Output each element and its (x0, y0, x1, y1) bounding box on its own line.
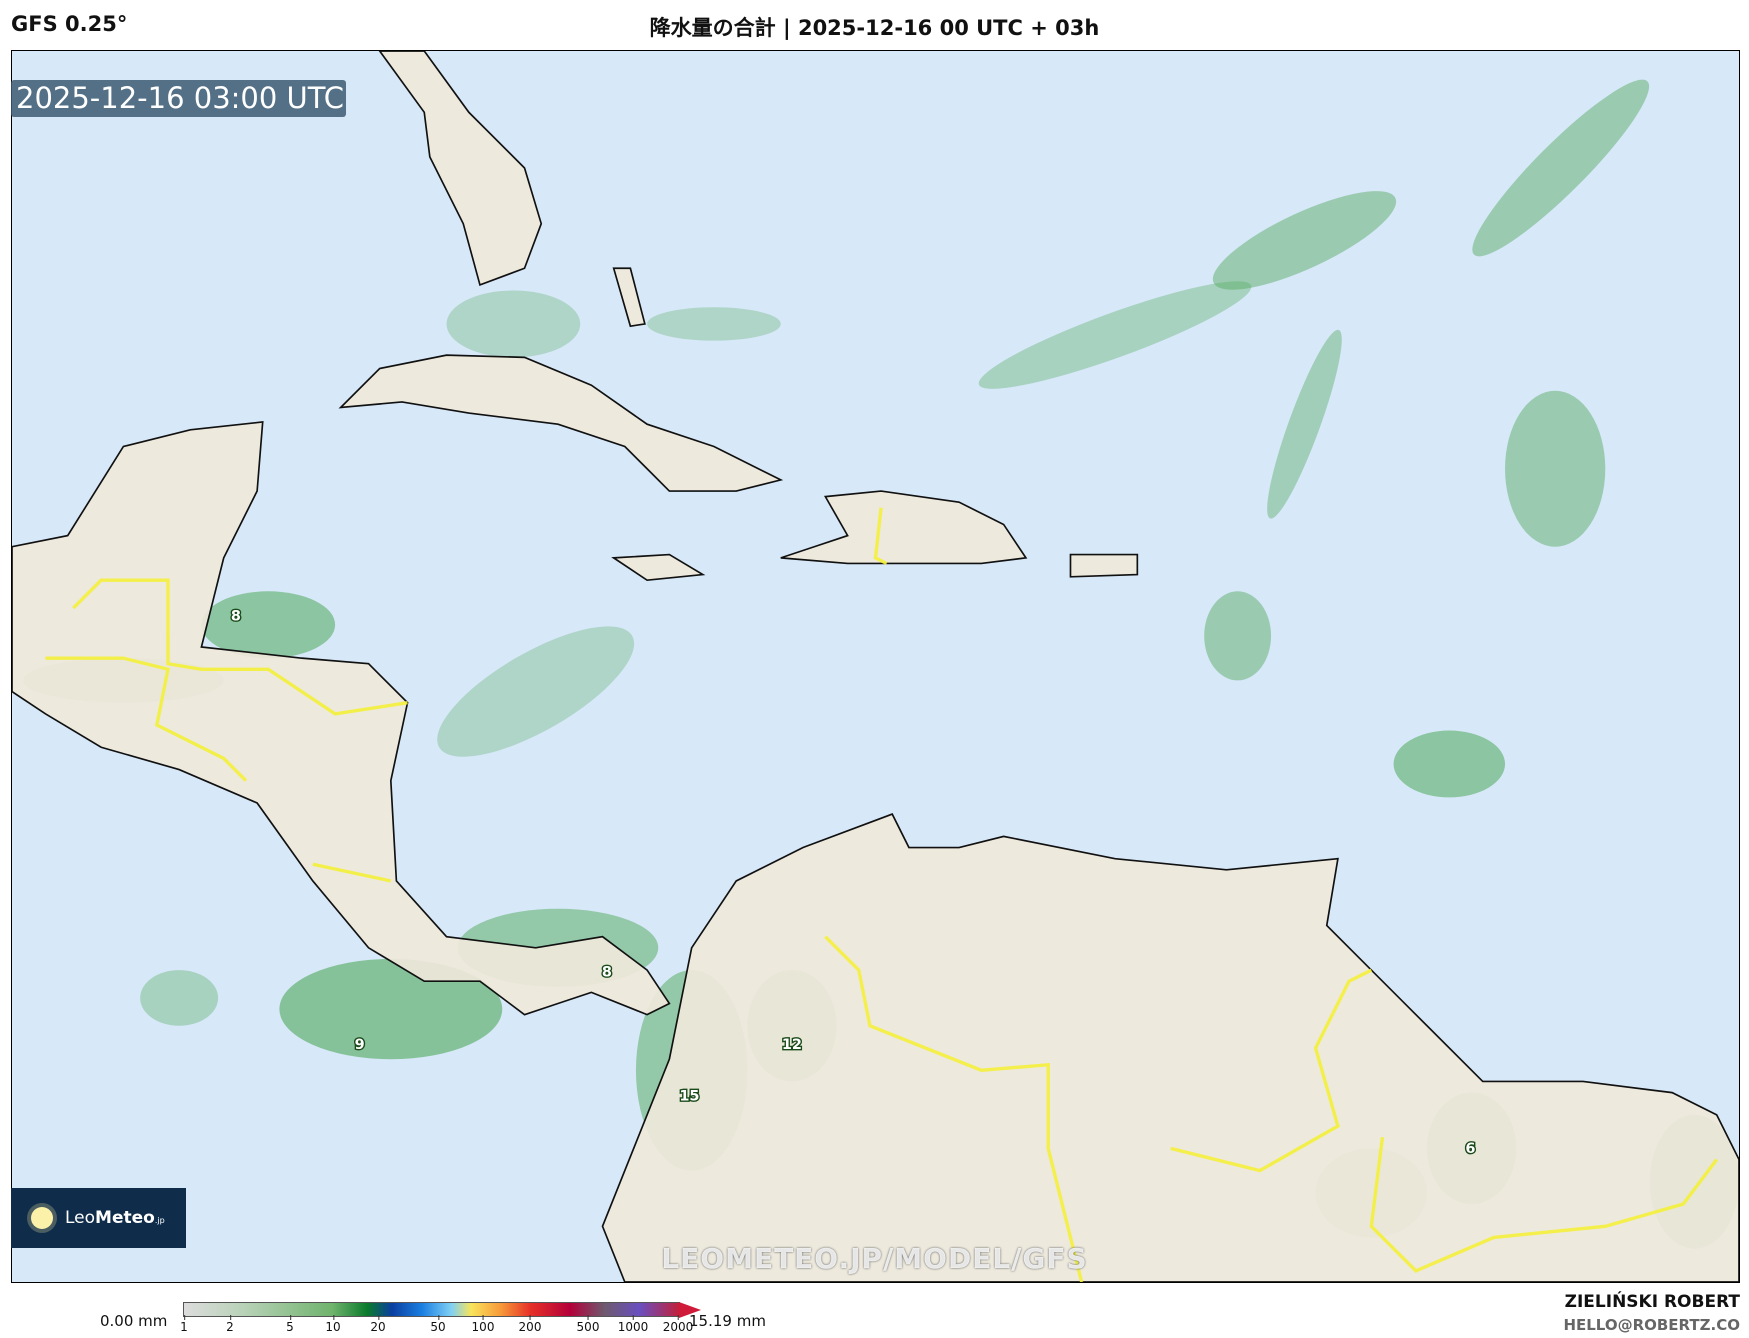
legend-tick: 200 (518, 1315, 542, 1334)
puerto-rico (1069, 553, 1139, 578)
legend-tick: 1000 (617, 1315, 649, 1334)
value-label: 15 (679, 1088, 699, 1104)
logo-text-light: Leo (65, 1208, 96, 1228)
legend-tick: 100 (471, 1315, 495, 1334)
central-america (12, 421, 671, 1016)
legend-tick: 2 (226, 1315, 234, 1334)
value-label: 8 (231, 608, 241, 624)
legend-tick: 5 (286, 1315, 294, 1334)
legend-tick: 20 (370, 1315, 386, 1334)
legend-min-label: 0.00 mm (100, 1312, 168, 1330)
legend-tick: 10 (325, 1315, 341, 1334)
leometeo-logo[interactable]: LeoMeteo.jp (11, 1188, 186, 1248)
value-labels: 8 8 9 12 15 6 (230, 607, 1477, 1158)
value-label: 12 (782, 1037, 802, 1053)
value-label: 8 (602, 965, 612, 981)
sun-icon (31, 1207, 53, 1229)
legend-tick: 1 (180, 1315, 188, 1334)
hispaniola (780, 490, 1028, 565)
south-america (601, 813, 1739, 1282)
legend-max-label: 15.19 mm (689, 1312, 766, 1330)
cuba (338, 354, 784, 492)
jamaica (611, 553, 706, 582)
map-canvas: 8 8 9 12 15 6 (12, 51, 1739, 1282)
country-borders (45, 507, 1719, 1282)
author-email[interactable]: HELLO@ROBERTZ.CO (1563, 1316, 1740, 1334)
legend-colorbar (183, 1302, 680, 1317)
precipitation-map: 8 8 9 12 15 6 (11, 50, 1740, 1283)
legend-tick: 50 (430, 1315, 446, 1334)
model-name: GFS 0.25° (11, 12, 128, 36)
legend-tick: 2000 (662, 1315, 694, 1334)
legend-tick: 500 (576, 1315, 600, 1334)
florida (378, 51, 543, 287)
chart-title: 降水量の合計 | 2025-12-16 00 UTC + 03h (649, 16, 1100, 40)
author-name: ZIELIŃSKI ROBERT (1564, 1292, 1740, 1312)
logo-suffix: .jp (154, 1216, 165, 1225)
watermark-url: LEOMETEO.JP/MODEL/GFS (661, 1242, 1088, 1275)
value-label: 6 (1465, 1141, 1475, 1157)
valid-time-badge: 2025-12-16 03:00 UTC (11, 80, 346, 117)
logo-text-bold: Meteo (95, 1208, 155, 1228)
value-label: 9 (355, 1037, 365, 1053)
legend-extend-arrow (679, 1302, 701, 1318)
andros (612, 267, 646, 328)
land-masses (12, 51, 1739, 1282)
